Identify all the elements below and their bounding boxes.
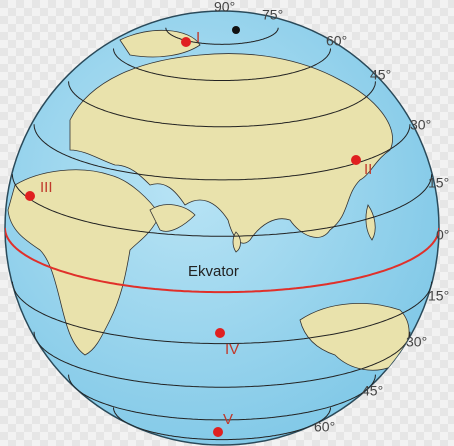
point-dot — [213, 427, 223, 437]
latitude-label: 0° — [436, 227, 449, 243]
point-label: V — [223, 411, 233, 428]
point-label: IV — [225, 341, 239, 358]
sri-lanka — [232, 231, 241, 253]
latitude-label: 15° — [428, 288, 449, 304]
equator-label: Ekvator — [188, 263, 239, 280]
latitude-label-group: 90° 75° 60° 45° 30° 15° 0° 15° 30° 45° 6… — [214, 0, 449, 435]
points: I II III IV V — [25, 29, 372, 437]
point-dot — [215, 328, 225, 338]
arctic-islands — [119, 29, 201, 58]
point-dot — [351, 155, 361, 165]
arabia — [149, 204, 196, 232]
latitude-label: 60° — [314, 419, 335, 435]
latitude-label: 45° — [362, 383, 383, 399]
latitude-line — [68, 374, 376, 421]
latitude-label: 30° — [410, 117, 431, 133]
latitude-line — [33, 124, 411, 181]
point-label: III — [40, 179, 53, 196]
point-label: I — [196, 29, 200, 46]
latitude-line — [33, 331, 411, 388]
islands — [365, 204, 376, 241]
latitude-line — [165, 27, 279, 45]
latitude-line — [11, 281, 433, 345]
latitude-line — [113, 48, 331, 81]
north-pole-dot — [232, 26, 240, 34]
latitude-line — [11, 174, 433, 237]
continents — [7, 29, 410, 371]
latitude-label: 60° — [326, 33, 347, 49]
point-label: II — [364, 161, 372, 178]
latitude-label: 75° — [262, 7, 283, 23]
equator-line — [5, 228, 439, 294]
latitude-label: 30° — [406, 334, 427, 350]
latitude-label: 45° — [370, 67, 391, 83]
point-dot — [25, 191, 35, 201]
latitude-label: 15° — [428, 175, 449, 191]
africa — [7, 169, 161, 356]
eurasia — [69, 53, 393, 244]
latitude-line — [68, 81, 376, 128]
latitude-label: 90° — [214, 0, 235, 15]
point-dot — [181, 37, 191, 47]
